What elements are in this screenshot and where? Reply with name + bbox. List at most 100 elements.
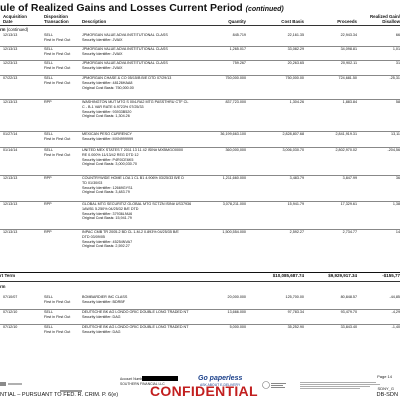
- redaction-bar: [142, 376, 178, 381]
- description-line: INPAC CMB TR 2005-2 BD CL 1-M-2 0.893% 0…: [82, 230, 179, 234]
- description-line: Security Identifier: 12669GYS1: [82, 185, 133, 190]
- transaction-line: First in First Out: [44, 299, 71, 304]
- transaction-line: SELL: [44, 132, 54, 136]
- statement-footer: Account Number: SOUTHERN FINANCIAL LLC G…: [0, 375, 400, 400]
- description-line: Security Identifier: BDRBF: [82, 299, 126, 304]
- description-line: Security Identifier: JVAIX: [82, 65, 123, 70]
- company-name: SOUTHERN FINANCIAL LLC: [120, 382, 165, 386]
- transaction-line: SELL: [44, 33, 54, 37]
- disposition-transaction: SELL First in First Out: [44, 310, 70, 320]
- acquisition-date: 12/13/13: [3, 176, 18, 180]
- disposition-transaction: SELL First in First Out: [44, 148, 70, 158]
- cost-basis-value: 22,161.35: [287, 33, 304, 37]
- realized-gain-value: 13,11: [391, 132, 400, 136]
- description-header: Description: [82, 19, 107, 24]
- cost-basis-value: 2,828,807.68: [282, 132, 304, 136]
- row-divider: [0, 174, 400, 176]
- acquisition-date: 01/27/14: [3, 132, 18, 136]
- transaction-line: RPP: [44, 100, 52, 104]
- quantity-value: 1,265.017: [229, 47, 246, 51]
- proceeds-header: Proceeds: [337, 19, 357, 24]
- confidential-stamp: CONFIDENTIAL: [150, 383, 258, 399]
- page-title: ule of Realized Gains and Losses Current…: [0, 2, 284, 14]
- description-line: BOMBARDIER INC CLASS: [82, 295, 128, 299]
- cost-basis-value: 3,483.79: [289, 176, 304, 180]
- row-divider: [0, 130, 400, 132]
- realized-gain-value: 1,01: [392, 47, 400, 51]
- pershing-logo-icon: [0, 380, 24, 389]
- cost-basis-value: 2,592.27: [289, 230, 304, 234]
- realized-gain-value: -1,40: [391, 325, 400, 329]
- total-proceeds: $9,929,917.34: [328, 273, 357, 278]
- transaction-line: First in First Out: [44, 80, 71, 85]
- cost-basis-value: 97,783.34: [287, 310, 304, 314]
- transaction-line: SELL: [44, 295, 54, 299]
- description-line: C - B-1 VAR RATE 6.9723% 07/25/33: [82, 104, 144, 109]
- security-description: GLOBAL MTG SECURITIZ GLOBAL MTG SCTZN IS…: [82, 202, 191, 221]
- realized-gain-value: -25,31: [389, 76, 400, 80]
- quantity-value: 1,211,660.000: [222, 176, 246, 180]
- transaction-line: SELL: [44, 61, 54, 65]
- quantity-value: 759.267: [232, 61, 246, 65]
- cost-basis-value: 1,304.26: [289, 100, 304, 104]
- acquisition-date: 12/23/13: [3, 61, 18, 65]
- cost-basis-value: 33,082.29: [287, 47, 304, 51]
- description-line: Original Cost Basis: 1,304.26: [82, 114, 130, 119]
- description-line: Security Identifier: P4R0CE6K5: [82, 157, 134, 162]
- total-label: rt Term: [0, 273, 16, 278]
- proceeds-value: 22,943.34: [340, 33, 357, 37]
- realized-gain-value: 14: [395, 230, 400, 234]
- disposition-transaction: SELL First in First Out: [44, 76, 70, 86]
- realized-gain-value: 58: [395, 100, 400, 104]
- security-description: COUNTRYWIDE HOME LOA 1 CL B1 4.906% 03/2…: [82, 176, 184, 195]
- acquisition-date: 12/13/13: [3, 47, 18, 51]
- bny-mark-icon: [60, 390, 82, 392]
- realized-gain-value: 66: [395, 33, 400, 37]
- security-description: JPMORGAN CHASE & CO 05/15/B B/E DTD 07/2…: [82, 76, 171, 90]
- cost-basis-value: 15,941.79: [287, 202, 304, 206]
- description-line: Security Identifier: 37936LNU6: [82, 211, 133, 216]
- transaction-line: First in First Out: [44, 314, 71, 319]
- sdny-code: SDNY_G: [377, 386, 394, 391]
- go-paperless-logo: Go paperless: [198, 375, 243, 382]
- description-line: JPMORGAN CHASE & CO 05/15/B B/E DTD 07/2…: [82, 76, 172, 80]
- page-number: Page 14: [377, 374, 392, 379]
- disposition-transaction: SELL First in First Out: [44, 325, 70, 335]
- row-divider: [0, 323, 400, 325]
- row-divider: [0, 74, 400, 76]
- security-description: BOMBARDIER INC CLASS Security Identifier:…: [82, 295, 127, 305]
- fine-print-icon: [300, 382, 380, 389]
- description-line: Original Cost Basis: 750,000.00: [82, 85, 134, 90]
- acquisition-date: 12/13/13: [3, 230, 18, 234]
- security-description: JPMORGAN VALUE ADVA INSTITUTIONAL CLASS S…: [82, 47, 168, 57]
- description-line: JPMORGAN VALUE ADVA INSTITUTIONAL CLASS: [82, 33, 168, 37]
- description-line: Security Identifier: MXN999999: [82, 136, 134, 141]
- security-description: DEUTSCHE BK AG LONDO ORIC DOUBLE LONG TR…: [82, 325, 188, 335]
- total-cost-basis: $10,085,687.74: [272, 273, 304, 278]
- description-line: JPMORGAN VALUE ADVA INSTITUTIONAL CLASS: [82, 47, 168, 51]
- proceeds-value: 1,883.84: [342, 100, 357, 104]
- proceeds-value: 93,479.70: [340, 310, 357, 314]
- acquisition-date: 01/14/14: [3, 148, 18, 152]
- logo-mark-icon: [0, 382, 22, 386]
- security-description: MEXICAN PESO CURRENCY Security Identifier…: [82, 132, 133, 142]
- proceeds-value: 33,843.40: [340, 325, 357, 329]
- sipc-logo-icon: [262, 377, 286, 395]
- acquisition-date: 07/12/10: [3, 310, 18, 314]
- transaction-line: SELL: [44, 325, 54, 329]
- row-divider: [0, 98, 400, 100]
- cost-basis-value: 20,263.65: [287, 61, 304, 65]
- cost-basis-value: 35,252.90: [287, 325, 304, 329]
- quantity-value: 837,723.000: [225, 100, 246, 104]
- row-divider: [0, 59, 400, 61]
- description-line: RE 0.000% 11/13/42 REG DTD 12: [82, 152, 139, 157]
- transaction-line: First in First Out: [44, 136, 71, 141]
- confidentiality-notice: NTIAL – PURSUANT TO FED. R. CRIM. P. 6(e…: [0, 392, 119, 398]
- description-line: 1AW51 5.250% 04/25/32 B/E DTD: [82, 206, 139, 211]
- seal-icon: [262, 381, 286, 389]
- realized-gain-value: -204,56: [387, 148, 400, 152]
- security-description: DEUTSCHE BK AG LONDO ORIC DOUBLE LONG TR…: [82, 310, 188, 320]
- transaction-line: First in First Out: [44, 152, 71, 157]
- total-rule: [0, 272, 400, 273]
- description-line: Security Identifier: JVAIX: [82, 51, 123, 56]
